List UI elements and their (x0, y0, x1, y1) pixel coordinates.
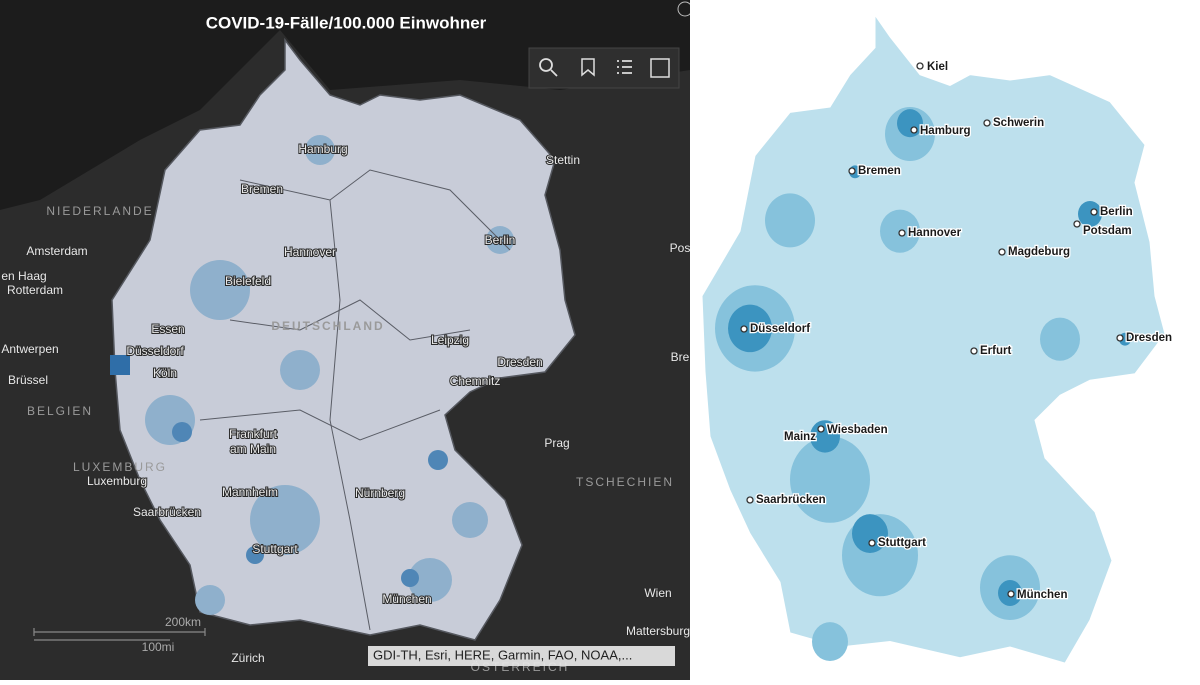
city-label: München (1017, 589, 1067, 601)
city-label: Frankfurt (229, 427, 278, 441)
city-label: Potsdam (1083, 225, 1132, 237)
city-label: Stuttgart (252, 542, 298, 556)
city-label: Hamburg (920, 125, 970, 137)
map-toolbar (528, 47, 680, 89)
city-label: Schwerin (993, 117, 1044, 129)
city-label: Köln (153, 366, 177, 380)
city-label: Hannover (284, 245, 336, 259)
country-label: BELGIEN (27, 404, 93, 418)
left-labels: Hamburg Stettin Bremen NIEDERLANDE Amste… (0, 141, 691, 674)
hotspots-left (110, 355, 448, 587)
city-label: Hannover (908, 227, 962, 239)
city-dot (998, 248, 1006, 256)
city-label: Nürnberg (355, 486, 405, 500)
city-label: Düsseldorf (750, 323, 810, 335)
city-label: Rotterdam (7, 283, 63, 297)
country-label: DEUTSCHLAND (271, 319, 384, 333)
attribution: GDI-TH, Esri, HERE, Garmin, FAO, NOAA,..… (373, 647, 632, 662)
city-label: Prag (544, 436, 569, 450)
city-dot (898, 229, 906, 237)
city-label: Brüssel (8, 373, 48, 387)
country-label: NIEDERLANDE (46, 204, 153, 218)
city-dot (1116, 334, 1124, 342)
city-label: Zürich (231, 651, 264, 665)
city-label: Wiesbaden (827, 424, 888, 436)
city-label: Mattersburg (626, 624, 690, 638)
city-label: Hamburg (298, 142, 347, 156)
city-label: Stettin (546, 153, 580, 167)
city-label: Chemnitz (450, 374, 501, 388)
city-dot (1073, 220, 1081, 228)
city-label: Kiel (927, 61, 948, 73)
city-dot (740, 325, 748, 333)
right-labels: Kiel Hamburg Schwerin Bremen Berlin Pots… (740, 60, 1173, 602)
city-label: Bremen (858, 165, 901, 177)
sea (0, 0, 690, 210)
city-label: Mannheim (222, 485, 278, 499)
city-dot (868, 539, 876, 547)
city-label: Erfurt (980, 345, 1011, 357)
city-dot (983, 119, 991, 127)
city-label: Bre (671, 350, 690, 364)
search-button[interactable] (539, 58, 553, 72)
city-label: Stuttgart (878, 537, 926, 549)
scale-bar: 200km 100mi (33, 615, 206, 654)
city-label: Saarbrücken (756, 494, 826, 506)
germany-right-group (701, 14, 1166, 664)
city-label: Mainz (784, 431, 816, 443)
city-label: Leipzig (431, 333, 469, 347)
city-label: Berlin (485, 233, 516, 247)
legend-button[interactable] (617, 60, 632, 74)
city-dot (817, 425, 825, 433)
scale-mi: 100mi (142, 640, 175, 654)
country-label: TSCHECHIEN (576, 475, 674, 489)
city-label: Luxemburg (87, 474, 147, 488)
bookmark-button[interactable] (581, 58, 595, 77)
city-dot (970, 347, 978, 355)
city-label: München (382, 592, 431, 606)
city-label: Dresden (497, 355, 542, 369)
map-title: COVID-19-Fälle/100.000 Einwohner (206, 13, 487, 32)
city-label: Amsterdam (26, 244, 87, 258)
city-label: Saarbrücken (133, 505, 201, 519)
city-dot (1090, 208, 1098, 216)
divider (690, 0, 694, 680)
country-label: LUXEMBURG (73, 460, 167, 474)
attribution-box (368, 646, 675, 666)
city-dot (916, 62, 924, 70)
city-label: Bielefeld (225, 274, 271, 288)
city-label: Pos (670, 241, 691, 255)
city-dot (1007, 590, 1015, 598)
city-label: Berlin (1100, 206, 1133, 218)
city-label: Magdeburg (1008, 246, 1070, 258)
state-borders (199, 169, 511, 631)
city-label: Düsseldorf (126, 344, 184, 358)
city-dot (746, 496, 754, 504)
basemap-button[interactable] (650, 58, 670, 78)
city-label: Essen (151, 322, 184, 336)
city-label: Antwerpen (1, 342, 58, 356)
city-label: Wien (644, 586, 671, 600)
scale-km: 200km (165, 615, 201, 629)
city-label: Dresden (1126, 332, 1172, 344)
city-label: en Haag (1, 269, 46, 283)
city-label: am Main (230, 442, 276, 456)
city-dot (910, 126, 918, 134)
city-label: Bremen (241, 182, 283, 196)
city-dot (848, 167, 856, 175)
